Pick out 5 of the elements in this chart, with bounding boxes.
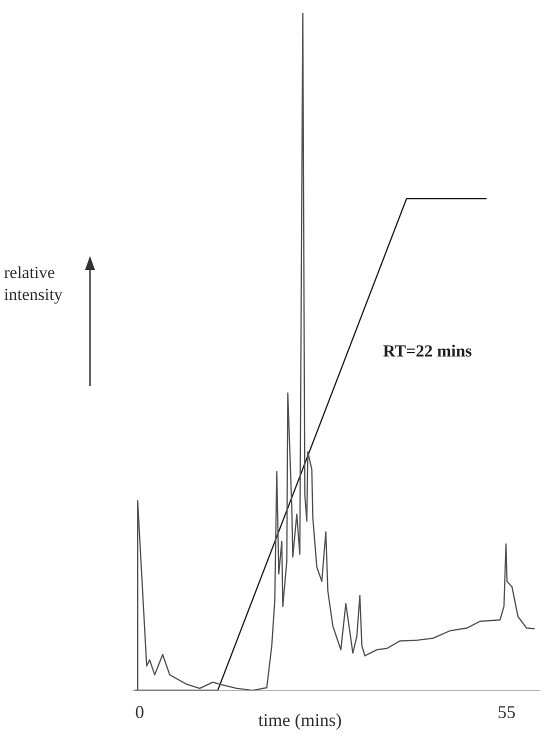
x-tick-label: 0 xyxy=(135,702,144,722)
x-axis-title: time (mins) xyxy=(257,710,343,731)
annotation: RT=22 mins xyxy=(383,341,472,360)
y-axis-title: relative intensity xyxy=(4,262,64,306)
x-tick-label: 55 xyxy=(498,702,516,722)
